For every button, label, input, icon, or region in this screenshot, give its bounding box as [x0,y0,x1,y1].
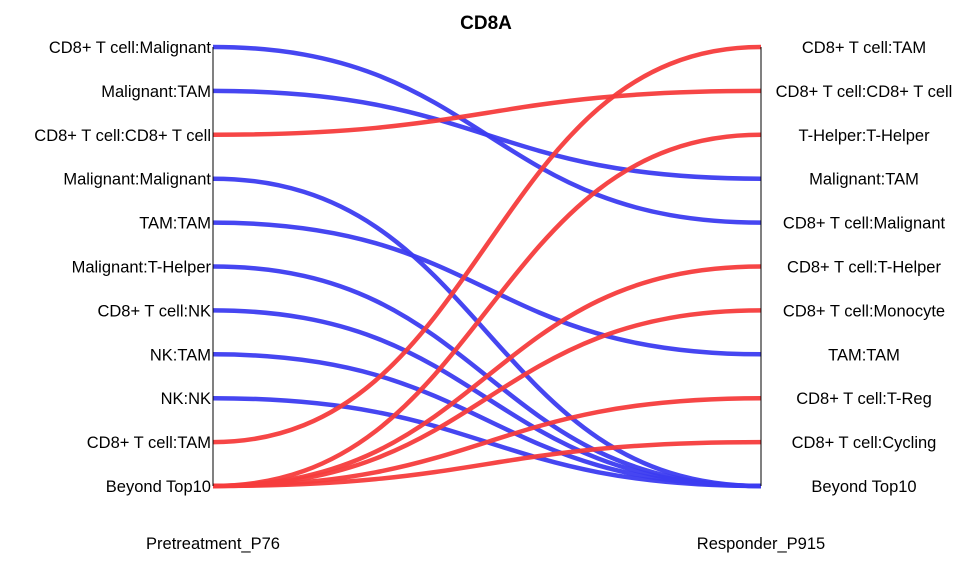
link-cd8-t-cell-cd8-t-cell [212,88,762,138]
left-rank-label-tam-tam: TAM:TAM [139,215,211,233]
left-rank-label-malignant-malignant: Malignant:Malignant [63,171,211,189]
left-axis-name: Pretreatment_P76 [146,535,280,553]
link-nk-tam [212,352,762,489]
link-cd8-t-cell-cycling [212,439,762,489]
right-rank-label-t-helper-t-helper: T-Helper:T-Helper [798,127,930,145]
right-rank-label-cd8-t-cell-t-helper: CD8+ T cell:T-Helper [787,259,941,277]
link-lines [212,44,762,489]
link-cd8-t-cell-monocyte [212,308,762,489]
link-cd8-t-cell-tam [212,44,762,445]
right-rank-label-cd8-t-cell-malignant: CD8+ T cell:Malignant [783,215,946,233]
right-rank-label-tam-tam: TAM:TAM [828,346,900,364]
right-rank-labels: CD8+ T cell:TAM CD8+ T cell:CD8+ T cell T-… [776,39,953,496]
right-rank-label-cd8-t-cell-tam: CD8+ T cell:TAM [802,39,926,57]
link-cd8-t-cell-t-helper [212,264,762,489]
link-t-helper-t-helper [212,132,762,489]
left-rank-label-malignant-tam: Malignant:TAM [101,83,211,101]
right-rank-label-cd8-t-cell-cd8-t-cell: CD8+ T cell:CD8+ T cell [776,83,953,101]
link-tam-tam [212,220,762,357]
left-rank-label-cd8-t-cell-nk: CD8+ T cell:NK [97,302,211,320]
left-rank-label-malignant-t-helper: Malignant:T-Helper [72,259,212,277]
link-cd8-t-cell-t-reg [212,395,762,489]
right-rank-label-cd8-t-cell-cycling: CD8+ T cell:Cycling [792,434,937,452]
chart-title: CD8A [460,13,512,34]
link-malignant-tam [212,88,762,181]
right-rank-label-beyond-top10: Beyond Top10 [811,478,916,496]
left-rank-label-nk-nk: NK:NK [161,390,211,408]
right-rank-label-cd8-t-cell-monocyte: CD8+ T cell:Monocyte [783,302,945,320]
right-rank-label-malignant-tam: Malignant:TAM [809,171,919,189]
left-rank-labels: CD8+ T cell:Malignant Malignant:TAM CD8+ T… [34,39,211,496]
left-rank-label-nk-tam: NK:TAM [150,346,211,364]
right-axis-name: Responder_P915 [697,535,825,553]
right-rank-label-cd8-t-cell-t-reg: CD8+ T cell:T-Reg [796,390,932,408]
left-rank-label-cd8-t-cell-malignant: CD8+ T cell:Malignant [49,39,212,57]
left-rank-label-beyond-top10: Beyond Top10 [106,478,211,496]
left-rank-label-cd8-t-cell-cd8-t-cell: CD8+ T cell:CD8+ T cell [34,127,211,145]
link-malignant-malignant [212,176,762,489]
left-rank-label-cd8-t-cell-tam: CD8+ T cell:TAM [87,434,211,452]
